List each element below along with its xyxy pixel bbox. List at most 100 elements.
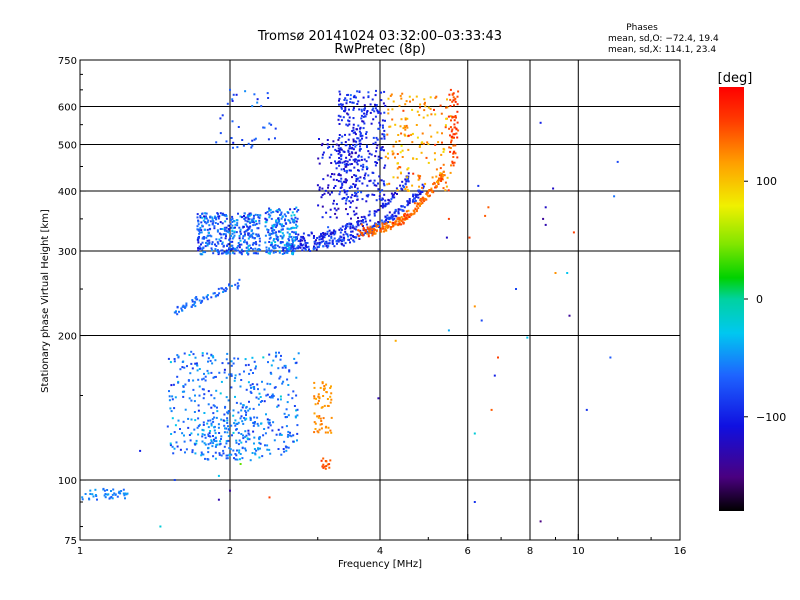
data-point xyxy=(363,104,366,107)
data-point xyxy=(452,164,455,167)
data-point xyxy=(283,244,286,247)
data-point xyxy=(254,223,257,226)
data-point xyxy=(312,237,315,239)
data-point xyxy=(419,106,421,109)
data-point xyxy=(450,136,453,139)
data-point xyxy=(205,215,207,218)
data-point xyxy=(411,184,414,187)
data-point xyxy=(281,382,284,385)
data-point xyxy=(210,296,213,299)
data-point xyxy=(394,223,397,225)
data-point xyxy=(343,99,346,101)
data-point xyxy=(392,176,395,179)
data-point xyxy=(323,388,326,391)
data-point xyxy=(389,228,392,231)
data-point xyxy=(195,362,198,365)
data-point xyxy=(213,416,216,419)
data-point xyxy=(244,90,247,93)
data-point xyxy=(267,252,270,255)
data-point xyxy=(234,223,237,226)
data-point xyxy=(228,231,230,234)
data-point xyxy=(216,249,219,252)
data-point xyxy=(256,214,259,216)
data-point xyxy=(215,218,218,221)
data-point xyxy=(262,434,265,437)
data-point xyxy=(318,415,321,418)
data-point xyxy=(201,440,204,443)
data-point xyxy=(351,224,354,227)
data-point xyxy=(264,217,267,220)
data-point xyxy=(383,193,386,196)
data-point xyxy=(244,418,247,421)
data-point xyxy=(381,224,384,226)
data-point xyxy=(435,175,438,178)
data-point xyxy=(421,183,424,186)
data-point xyxy=(256,235,259,238)
data-point xyxy=(293,226,295,229)
data-point xyxy=(339,231,342,234)
data-point xyxy=(266,393,269,396)
data-point xyxy=(339,235,342,238)
data-point xyxy=(229,241,232,243)
data-point xyxy=(402,127,405,130)
data-point xyxy=(433,182,436,185)
data-point xyxy=(372,118,375,121)
data-point xyxy=(250,213,253,216)
data-point xyxy=(317,402,319,405)
data-point xyxy=(213,397,216,400)
data-point xyxy=(253,242,256,245)
data-point xyxy=(228,454,231,457)
data-point xyxy=(321,205,324,208)
data-point xyxy=(351,230,354,233)
data-point xyxy=(212,455,215,458)
data-point xyxy=(275,433,278,436)
data-point xyxy=(362,228,365,231)
data-point xyxy=(281,426,284,429)
data-point xyxy=(249,459,252,462)
data-point xyxy=(249,384,252,387)
data-point xyxy=(214,248,217,251)
data-point xyxy=(271,229,274,232)
data-point xyxy=(94,488,97,491)
data-point xyxy=(270,364,273,367)
data-point xyxy=(225,214,227,216)
data-point xyxy=(373,212,376,215)
data-point xyxy=(441,132,443,135)
data-point xyxy=(279,235,282,238)
data-point xyxy=(396,167,399,170)
data-point xyxy=(269,214,272,217)
data-point xyxy=(338,149,340,152)
data-point xyxy=(400,220,403,222)
data-point xyxy=(193,411,196,413)
data-point xyxy=(344,106,347,109)
data-point xyxy=(227,412,229,415)
data-point xyxy=(316,430,319,433)
data-point xyxy=(272,359,275,362)
data-point xyxy=(225,249,228,252)
data-point xyxy=(122,492,125,495)
data-point xyxy=(233,379,236,382)
data-point xyxy=(320,406,323,409)
data-point xyxy=(362,219,364,221)
data-point xyxy=(217,215,220,218)
data-point xyxy=(249,417,252,420)
data-point xyxy=(302,243,305,246)
data-point xyxy=(381,189,384,192)
data-point xyxy=(250,392,253,394)
data-point xyxy=(255,396,258,399)
data-point xyxy=(181,432,184,435)
data-point xyxy=(171,398,174,401)
data-point xyxy=(401,209,404,212)
data-point xyxy=(210,406,213,409)
data-point xyxy=(445,117,448,120)
data-point xyxy=(266,448,269,451)
data-point xyxy=(371,226,374,229)
data-point xyxy=(321,216,324,219)
data-point xyxy=(320,235,323,237)
data-point xyxy=(585,408,588,411)
data-point xyxy=(364,115,367,118)
data-point xyxy=(237,411,240,414)
data-point xyxy=(193,428,196,431)
data-point xyxy=(259,442,262,445)
data-point xyxy=(169,444,172,447)
